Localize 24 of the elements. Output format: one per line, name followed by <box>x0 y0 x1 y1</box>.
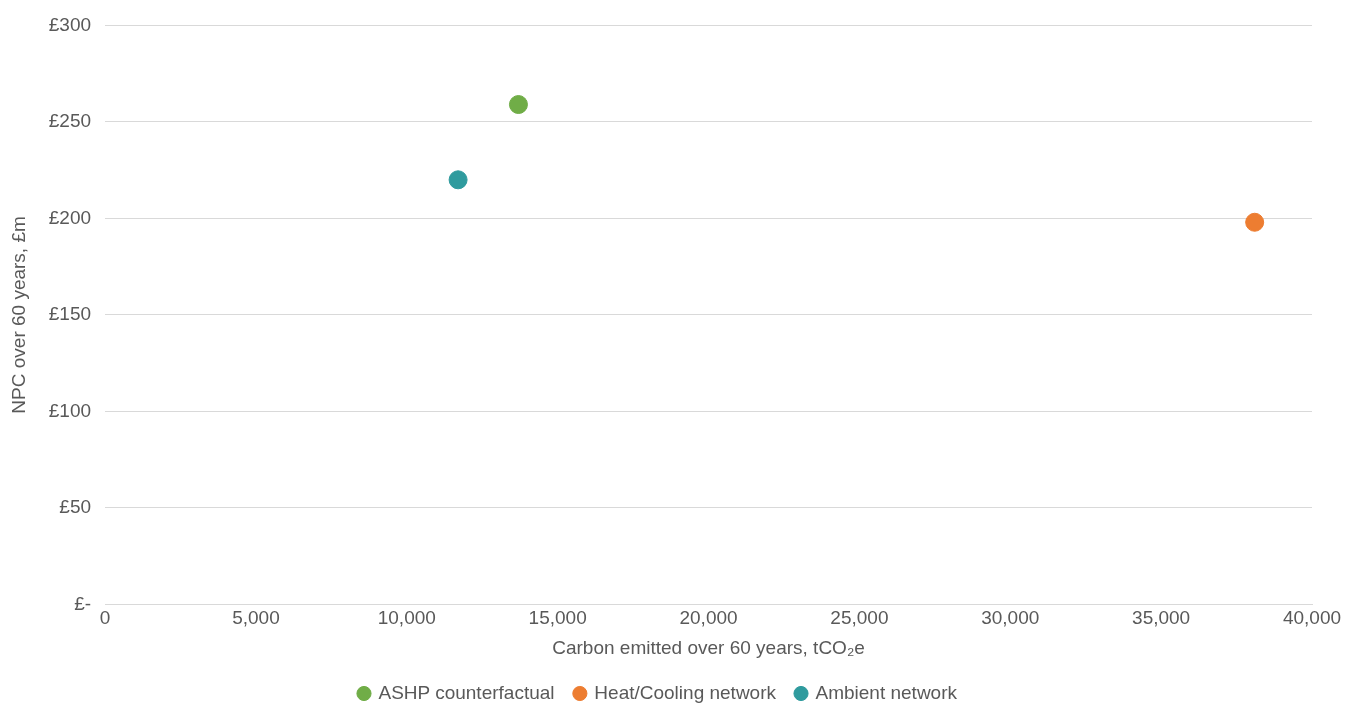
x-tick-label: 10,000 <box>377 607 436 629</box>
point <box>508 95 528 115</box>
x-tick-label: 30,000 <box>981 607 1040 629</box>
y-tick-label: £50 <box>59 496 92 518</box>
x-tick-label: 20,000 <box>679 607 738 629</box>
y-tick-label: £200 <box>48 206 92 228</box>
legend-label: Heat/Cooling network <box>594 681 777 703</box>
x-tick-label: 25,000 <box>830 607 889 629</box>
legend-label: ASHP counterfactual <box>378 681 555 703</box>
y-tick-label: £150 <box>48 303 92 325</box>
y-tick-label: £100 <box>48 399 92 421</box>
x-tick-label: 5,000 <box>232 607 280 629</box>
legend-label: Ambient network <box>815 681 958 703</box>
y-axis-title: NPC over 60 years, £m <box>7 216 29 414</box>
x-tick-label: 15,000 <box>528 607 587 629</box>
y-tick-label: £- <box>74 592 92 614</box>
point <box>448 170 468 190</box>
x-tick-label: 35,000 <box>1132 607 1191 629</box>
x-axis-title: Carbon emitted over 60 years, tCO₂e <box>552 636 865 658</box>
point <box>1245 212 1265 232</box>
y-tick-label: £300 <box>48 13 92 35</box>
x-tick-label: 0 <box>99 607 111 629</box>
x-tick-label: 40,000 <box>1282 607 1342 629</box>
y-tick-label: £250 <box>48 110 92 132</box>
